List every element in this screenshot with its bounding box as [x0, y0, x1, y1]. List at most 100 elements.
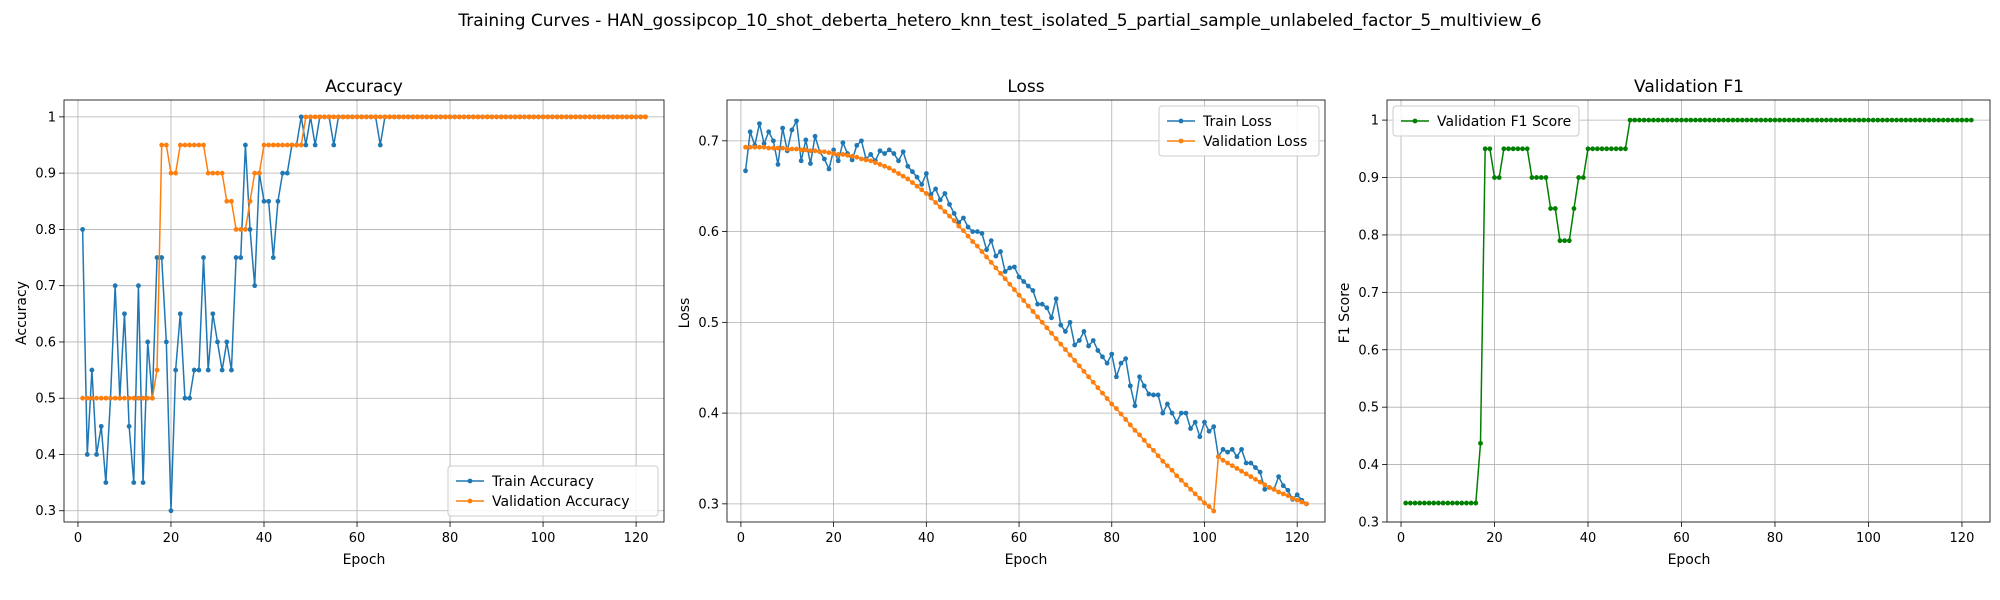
- accuracy-data-point: [173, 170, 179, 176]
- accuracy-data-point: [498, 114, 504, 120]
- loss-data-point: [1253, 476, 1258, 482]
- loss-data-point: [961, 228, 966, 234]
- loss-data-point: [1039, 301, 1045, 307]
- accuracy-data-point: [219, 170, 225, 176]
- loss-data-point: [1058, 322, 1064, 328]
- loss-data-point: [1114, 406, 1119, 411]
- loss-data-point: [761, 141, 767, 146]
- loss-data-point: [1202, 419, 1207, 425]
- f1-data-point: [1604, 146, 1610, 152]
- accuracy-data-point: [312, 142, 318, 148]
- f1-data-point: [1725, 117, 1731, 123]
- f1-data-point: [1646, 117, 1652, 123]
- loss-data-point: [826, 166, 832, 172]
- f1-data-point: [1585, 146, 1591, 152]
- loss-data-point: [928, 191, 934, 197]
- loss-xtick-label: 60: [1011, 531, 1028, 546]
- loss-data-point: [1035, 301, 1040, 307]
- accuracy-legend-marker: [467, 498, 473, 504]
- f1-data-point: [1436, 500, 1441, 506]
- f1-ytick-label: 0.5: [1358, 401, 1379, 416]
- loss-data-point: [984, 254, 989, 260]
- loss-data-point: [1095, 348, 1101, 353]
- loss-xtick-label: 100: [1192, 531, 1217, 546]
- loss-data-point: [1044, 325, 1050, 331]
- f1-ytick-label: 0.4: [1358, 458, 1379, 473]
- f1-data-point: [1590, 146, 1596, 152]
- loss-data-point: [1178, 410, 1184, 416]
- loss-data-point: [947, 201, 952, 207]
- loss-data-point: [812, 148, 818, 154]
- loss-data-point: [988, 260, 994, 265]
- loss-data-point: [757, 121, 762, 126]
- accuracy-data-point: [461, 114, 467, 120]
- f1-data-point: [1669, 117, 1675, 123]
- loss-data-point: [965, 233, 971, 239]
- loss-data-point: [1211, 508, 1217, 514]
- f1-data-point: [1688, 117, 1694, 123]
- f1-data-point: [1407, 500, 1413, 506]
- accuracy-data-point: [377, 114, 383, 120]
- loss-data-point: [919, 187, 925, 193]
- loss-data-point: [905, 176, 911, 182]
- loss-data-point: [1151, 447, 1156, 453]
- loss-data-point: [798, 158, 804, 164]
- accuracy-data-point: [373, 114, 379, 120]
- f1-legend-label: Validation F1 Score: [1437, 114, 1571, 130]
- accuracy-data-point: [154, 367, 160, 373]
- f1-data-point: [1842, 117, 1848, 123]
- f1-data-point: [1440, 500, 1446, 506]
- accuracy-data-point: [173, 367, 179, 373]
- accuracy-data-point: [531, 114, 537, 120]
- loss-ytick-label: 0.6: [698, 225, 719, 240]
- f1-ytick-label: 0.3: [1358, 516, 1379, 531]
- loss-data-point: [1262, 486, 1268, 492]
- f1-xtick-label: 100: [1856, 531, 1881, 546]
- accuracy-data-point: [354, 114, 360, 120]
- loss-data-point: [1276, 489, 1282, 495]
- f1-data-point: [1651, 117, 1656, 123]
- loss-data-point: [803, 147, 809, 153]
- loss-data-point: [947, 213, 952, 219]
- loss-data-point: [984, 247, 989, 253]
- loss-data-point: [1294, 497, 1300, 503]
- f1-data-point: [1403, 500, 1409, 506]
- f1-data-point: [1767, 117, 1773, 123]
- accuracy-data-point: [98, 423, 104, 429]
- loss-data-point: [798, 147, 804, 153]
- loss-data-point: [817, 149, 823, 155]
- accuracy-data-point: [298, 114, 304, 120]
- accuracy-data-point: [284, 170, 290, 176]
- loss-data-point: [1076, 363, 1082, 369]
- accuracy-data-point: [108, 395, 113, 401]
- accuracy-data-point: [317, 114, 323, 120]
- f1-ytick-label: 0.6: [1358, 343, 1379, 358]
- f1-data-point: [1445, 500, 1451, 506]
- accuracy-title: Accuracy: [325, 77, 403, 97]
- loss-axes-frame: [726, 99, 1326, 523]
- accuracy-data-point: [136, 283, 141, 289]
- loss-data-point: [1304, 501, 1309, 507]
- loss-data-point: [905, 163, 911, 169]
- loss-data-point: [974, 229, 980, 234]
- loss-data-point: [1053, 336, 1059, 342]
- accuracy-panel: Accuracy Epoch Accuracy 0 20 40 60 80 100 120 0…: [14, 77, 665, 568]
- loss-series-line-0: [744, 120, 1307, 505]
- loss-data-point: [1127, 422, 1133, 428]
- f1-data-point: [1926, 117, 1932, 123]
- loss-data-point: [1215, 454, 1221, 460]
- accuracy-data-point: [517, 114, 523, 120]
- accuracy-data-point: [256, 170, 262, 176]
- loss-data-point: [919, 182, 925, 187]
- accuracy-data-point: [298, 142, 304, 148]
- loss-data-point: [775, 145, 781, 151]
- accuracy-data-point: [447, 114, 453, 120]
- accuracy-data-point: [270, 255, 276, 260]
- accuracy-data-point: [382, 114, 388, 120]
- loss-data-point: [933, 200, 938, 205]
- loss-data-point: [743, 168, 748, 174]
- loss-xtick-label: 20: [825, 531, 842, 546]
- loss-data-point: [1183, 482, 1189, 488]
- loss-data-point: [766, 145, 772, 151]
